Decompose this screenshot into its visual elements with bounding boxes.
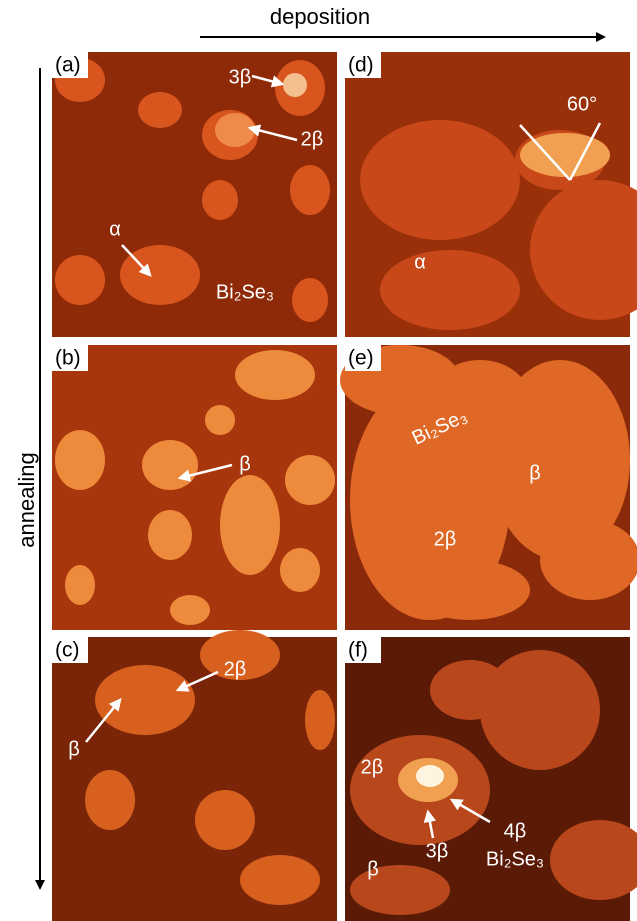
- panel-label: (a): [55, 54, 81, 77]
- island: [285, 455, 335, 505]
- annotation: 2β: [434, 528, 457, 550]
- deposition-label: deposition: [270, 4, 370, 29]
- island: [305, 690, 335, 750]
- annotation: α: [109, 218, 121, 240]
- panel: (a) 3β 2β α Bi₂Se₃: [52, 52, 337, 337]
- island: [202, 180, 238, 220]
- panel-label: (b): [55, 347, 81, 370]
- island: [235, 350, 315, 400]
- panel: (f) 2β 3β 4β β Bi₂Se₃: [345, 637, 637, 921]
- panel-label: (c): [55, 639, 80, 662]
- panel: (b) β: [52, 345, 337, 630]
- annotation: 3β: [229, 66, 252, 88]
- island: [410, 560, 530, 620]
- island: [540, 520, 637, 600]
- island: [65, 565, 95, 605]
- island: [280, 548, 320, 592]
- island: [170, 595, 210, 625]
- annotation: α: [414, 251, 426, 273]
- figure: (a)3β2βαBi₂Se₃(d)60°α(b)β(e)Bi₂Se₃β2β(c)…: [0, 0, 637, 921]
- annotation: 60°: [567, 93, 597, 115]
- annotation: β: [529, 462, 541, 484]
- panel: (d) 60° α: [345, 52, 637, 337]
- island: [290, 165, 330, 215]
- island: [85, 770, 135, 830]
- panel-label: (d): [348, 54, 374, 77]
- annotation: 3β: [426, 840, 449, 862]
- annealing-label: annealing: [14, 452, 39, 547]
- annotation: Bi₂Se₃: [486, 848, 544, 870]
- island: [55, 430, 105, 490]
- annotation: 4β: [504, 820, 527, 842]
- annotation: 2β: [361, 756, 384, 778]
- panel: (c) 2β β: [52, 630, 337, 921]
- island: [360, 120, 520, 240]
- island: [55, 255, 105, 305]
- island: [138, 92, 182, 128]
- island: [380, 250, 520, 330]
- island: [142, 440, 198, 490]
- annotation: 2β: [224, 658, 247, 680]
- annotation: β: [367, 858, 379, 880]
- island: [148, 510, 192, 560]
- annotation: 2β: [301, 128, 324, 150]
- island: [240, 855, 320, 905]
- island-3b: [283, 73, 307, 97]
- island: [430, 660, 510, 720]
- island-4b: [416, 765, 444, 787]
- panel-label: (e): [348, 347, 374, 370]
- island-2b: [215, 113, 255, 147]
- island: [95, 665, 195, 735]
- panel-label: (f): [348, 639, 368, 662]
- island: [292, 278, 328, 322]
- annotation: β: [68, 738, 80, 760]
- island: [220, 475, 280, 575]
- island: [195, 790, 255, 850]
- panels: (a)3β2βαBi₂Se₃(d)60°α(b)β(e)Bi₂Se₃β2β(c)…: [52, 52, 637, 921]
- island: [350, 865, 450, 915]
- island: [205, 405, 235, 435]
- annotation: β: [239, 453, 251, 475]
- annotation: Bi₂Se₃: [216, 281, 274, 303]
